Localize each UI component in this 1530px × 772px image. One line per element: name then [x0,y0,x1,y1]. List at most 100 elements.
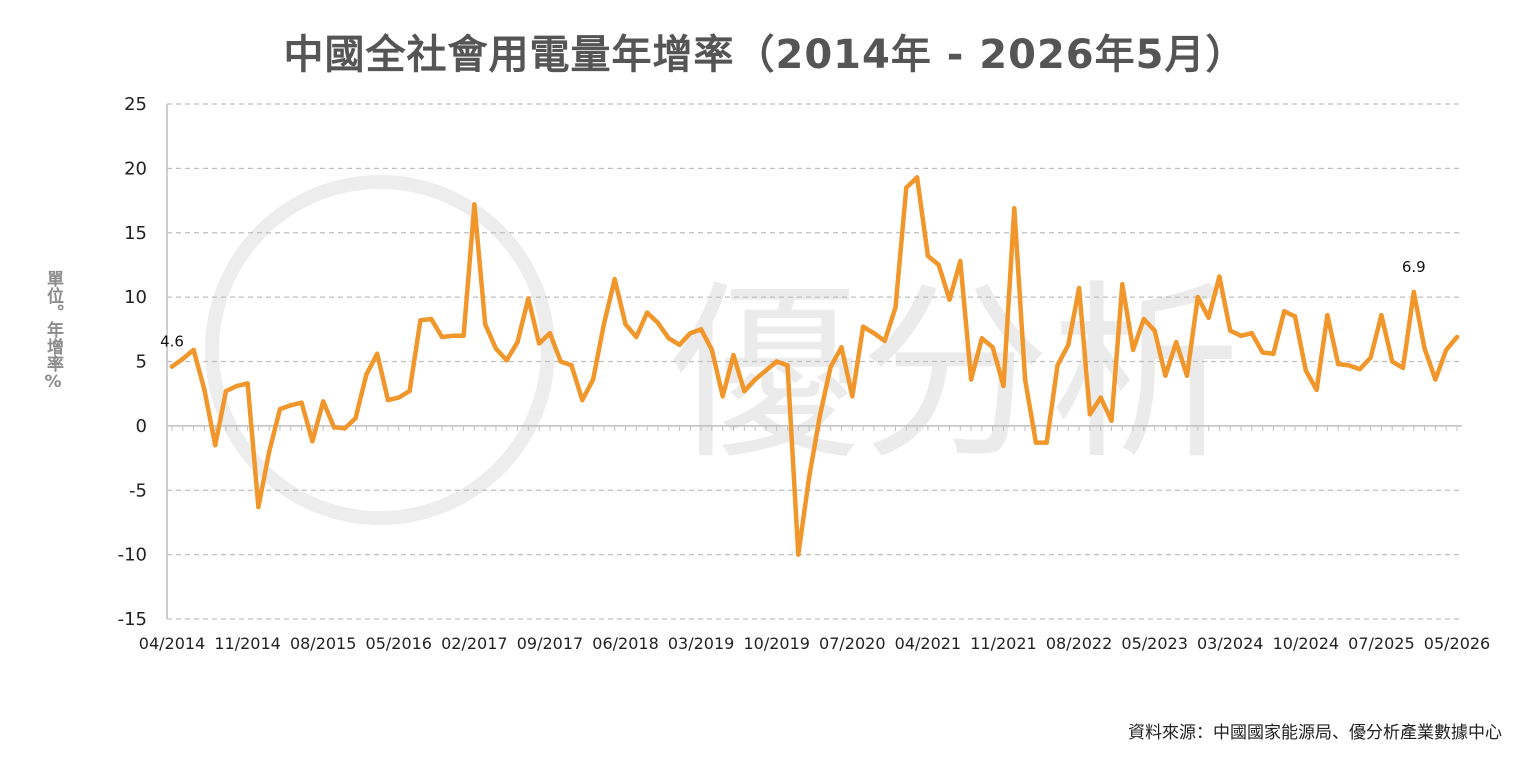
y-tick-label: 20 [124,158,147,179]
data-point [947,297,952,302]
data-point [806,475,812,480]
data-point [1076,285,1082,291]
data-point [742,388,747,394]
x-tick-label: 04/2014 [139,634,205,653]
x-tick-label: 03/2019 [668,634,734,653]
data-point [698,327,704,332]
x-tick-label: 08/2022 [1046,634,1112,653]
data-point [1379,312,1384,318]
data-point [396,395,401,400]
data-point [601,321,607,327]
data-point [439,334,445,340]
data-point [1303,368,1309,373]
x-tick-label: 11/2014 [214,634,280,653]
data-point [623,321,628,327]
data-point [666,336,671,341]
y-tick-label: -5 [129,480,147,501]
y-tick-label: 15 [124,223,147,244]
data-point [1033,440,1039,445]
data-point [515,339,520,345]
x-tick-label: 04/2021 [895,634,961,653]
data-point [1454,334,1460,340]
data-point [860,324,866,329]
data-point [763,368,769,373]
data-point [612,276,617,282]
data-point [1411,289,1417,295]
data-point [1109,418,1114,423]
x-tick-label: 02/2017 [441,634,507,653]
data-point [580,397,585,403]
data-point [958,258,963,264]
data-point [655,320,661,326]
data-label: 4.6 [160,333,184,351]
data-point [882,338,887,344]
data-point [1055,363,1060,368]
y-tick-label: 0 [136,416,147,437]
data-point [677,342,682,347]
data-point [450,333,455,338]
y-tick-label: 10 [124,287,147,308]
x-tick-label: 06/2018 [592,634,658,653]
data-point [1368,355,1373,360]
data-point [461,333,466,338]
data-point [1174,339,1179,345]
data-point [590,377,596,382]
data-point [644,310,650,315]
data-point [569,363,574,368]
data-point [1152,328,1157,333]
data-point [1001,383,1006,389]
data-point [526,296,531,301]
data-point [871,330,877,336]
data-point [1012,206,1017,211]
x-tick-label: 03/2024 [1197,634,1263,653]
data-point [634,334,639,340]
data-point [418,318,423,323]
data-point [169,364,175,369]
data-point [223,388,229,394]
data-point [1066,342,1071,347]
data-point [493,346,499,351]
x-tick-label: 11/2021 [970,634,1036,653]
data-label: 6.9 [1402,258,1426,276]
x-tick-label: 05/2026 [1424,634,1490,653]
chart-title: 中國全社會用電量年增率（2014年 - 2026年5月） [283,32,1247,78]
data-point [1271,351,1276,356]
data-point [979,336,985,341]
data-point [1141,316,1147,322]
data-point [914,175,920,180]
data-point [310,439,315,444]
data-point [839,345,844,350]
data-point [1206,315,1211,320]
data-point [1120,282,1125,287]
data-point [1422,346,1427,351]
y-tick-label: -10 [118,545,147,566]
data-point [968,377,974,382]
x-tick-label: 09/2017 [517,634,583,653]
data-point [472,202,477,207]
data-point [731,352,736,358]
y-tick-label: 25 [124,94,147,115]
data-point [385,397,391,403]
data-point [1314,387,1319,393]
data-point [1087,412,1093,417]
x-tick-label: 10/2019 [743,634,809,653]
data-point [547,330,553,336]
data-point [536,341,542,346]
data-point [925,253,931,259]
data-point [374,351,380,356]
y-tick-label: 5 [136,352,147,373]
data-point [1357,367,1363,372]
data-point [893,305,898,310]
data-point [364,372,369,377]
data-point [288,403,293,408]
data-point [796,552,801,557]
x-tick-label: 10/2024 [1273,634,1339,653]
data-point [936,262,941,268]
data-point [785,363,790,368]
data-point [1249,330,1255,336]
data-point [1336,361,1341,367]
watermark-logo-icon [205,175,555,525]
data-point [180,356,185,362]
y-tick-label: -15 [118,609,147,630]
data-point [266,449,272,454]
